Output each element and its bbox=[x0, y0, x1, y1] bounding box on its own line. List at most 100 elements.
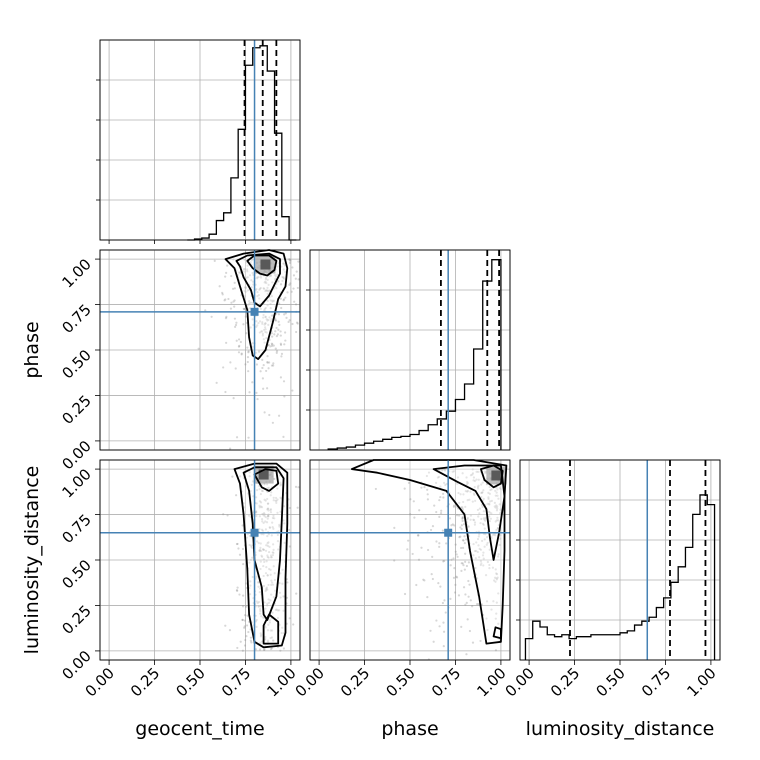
density-phase-vs-geocent-time-point bbox=[286, 291, 289, 294]
density-luminosity-distance-vs-geocent-time-point bbox=[281, 582, 284, 585]
density-luminosity-distance-vs-phase-point bbox=[482, 523, 485, 526]
density-luminosity-distance-vs-phase-point bbox=[472, 542, 475, 546]
density-phase-vs-geocent-time-point bbox=[258, 297, 261, 300]
density-phase-vs-geocent-time-point bbox=[263, 341, 266, 344]
density-luminosity-distance-vs-phase-point bbox=[406, 548, 409, 551]
density-luminosity-distance-vs-phase-point bbox=[478, 547, 481, 551]
density-luminosity-distance-vs-geocent-time-point bbox=[270, 556, 273, 559]
density-luminosity-distance-vs-geocent-time-point bbox=[241, 618, 244, 622]
density-luminosity-distance-vs-geocent-time-point bbox=[264, 549, 268, 552]
density-luminosity-distance-vs-phase-point bbox=[460, 506, 463, 509]
density-luminosity-distance-vs-phase-point bbox=[471, 468, 474, 471]
density-luminosity-distance-vs-phase-point bbox=[490, 535, 493, 538]
density-luminosity-distance-vs-phase-point bbox=[435, 540, 438, 543]
ytick-label-phase-4: 1.00 bbox=[58, 255, 94, 291]
density-phase-vs-geocent-time-point bbox=[266, 360, 269, 364]
density-luminosity-distance-vs-geocent-time-point bbox=[272, 639, 275, 642]
density-luminosity-distance-vs-geocent-time-point bbox=[259, 635, 263, 638]
density-luminosity-distance-vs-phase-point bbox=[440, 469, 444, 472]
density-phase-vs-geocent-time-point bbox=[255, 288, 258, 291]
density-luminosity-distance-vs-phase-point bbox=[484, 472, 487, 475]
density-luminosity-distance-vs-geocent-time-point bbox=[264, 499, 267, 502]
density-luminosity-distance-vs-geocent-time-point bbox=[294, 485, 298, 488]
density-phase-vs-geocent-time-point bbox=[229, 361, 232, 364]
density-luminosity-distance-vs-phase-point bbox=[466, 480, 469, 484]
density-luminosity-distance-vs-phase-point bbox=[458, 501, 461, 504]
density-luminosity-distance-vs-phase-point bbox=[486, 560, 489, 564]
density-luminosity-distance-vs-geocent-time-point bbox=[261, 529, 265, 532]
density-luminosity-distance-vs-phase-point bbox=[418, 509, 421, 512]
density-luminosity-distance-vs-geocent-time-point bbox=[292, 623, 295, 626]
density-phase-vs-geocent-time-point bbox=[262, 387, 265, 390]
density-luminosity-distance-vs-phase-point bbox=[495, 504, 498, 507]
density-phase-vs-geocent-time-point bbox=[225, 315, 228, 318]
density-luminosity-distance-vs-geocent-time-point bbox=[251, 546, 254, 550]
density-luminosity-distance-vs-geocent-time-point bbox=[271, 583, 275, 586]
density-phase-vs-geocent-time-point bbox=[235, 321, 238, 324]
density-luminosity-distance-vs-phase-point bbox=[497, 519, 500, 522]
density-phase-vs-geocent-time-point bbox=[275, 287, 278, 290]
density-luminosity-distance-vs-geocent-time-point bbox=[236, 589, 239, 592]
density-luminosity-distance-vs-phase-point bbox=[480, 562, 483, 565]
density-phase-vs-geocent-time-point bbox=[283, 343, 286, 346]
density-phase-vs-geocent-time-point bbox=[271, 299, 274, 302]
density-phase-vs-geocent-time-point bbox=[282, 298, 286, 301]
density-phase-vs-geocent-time-point bbox=[283, 395, 286, 398]
density-luminosity-distance-vs-phase-point bbox=[436, 476, 440, 479]
density-luminosity-distance-vs-geocent-time-point bbox=[270, 583, 273, 586]
density-luminosity-distance-vs-geocent-time-point bbox=[262, 533, 265, 536]
density-luminosity-distance-vs-geocent-time-point bbox=[276, 616, 280, 620]
density-luminosity-distance-vs-geocent-time-point bbox=[224, 624, 227, 627]
density-phase-vs-geocent-time-point bbox=[224, 317, 228, 320]
density-luminosity-distance-vs-geocent-time-point bbox=[249, 636, 253, 639]
density-luminosity-distance-vs-geocent-time-point bbox=[270, 636, 274, 639]
density-phase-vs-geocent-time-point bbox=[256, 324, 259, 327]
density-luminosity-distance-vs-phase-point bbox=[496, 488, 499, 491]
density-luminosity-distance-vs-phase-point bbox=[478, 507, 481, 510]
density-phase-vs-geocent-time-truth-marker bbox=[250, 307, 259, 316]
density-luminosity-distance-vs-geocent-time-point bbox=[236, 542, 239, 546]
density-phase-vs-geocent-time-point bbox=[280, 352, 284, 355]
density-luminosity-distance-vs-phase-point bbox=[466, 489, 470, 492]
density-luminosity-distance-vs-geocent-time-point bbox=[264, 520, 267, 523]
density-phase-vs-geocent-time-contour-1 bbox=[235, 252, 281, 308]
density-phase-vs-geocent-time-point bbox=[264, 280, 267, 283]
density-luminosity-distance-vs-geocent-time-point bbox=[269, 554, 273, 557]
density-luminosity-distance-vs-geocent-time-point bbox=[241, 649, 244, 652]
density-phase-vs-geocent-time-point bbox=[261, 332, 264, 335]
density-luminosity-distance-vs-geocent-time-contour-2 bbox=[253, 468, 280, 492]
ytick-label-luminosity-distance-3: 0.75 bbox=[58, 511, 94, 547]
density-luminosity-distance-vs-geocent-time-point bbox=[262, 558, 265, 561]
density-luminosity-distance-vs-geocent-time-point bbox=[276, 498, 279, 501]
x-axis-label-phase: phase bbox=[381, 718, 438, 740]
density-luminosity-distance-vs-phase-point bbox=[393, 526, 396, 529]
density-phase-vs-geocent-time-point bbox=[279, 343, 283, 346]
density-luminosity-distance-vs-phase-point bbox=[461, 506, 464, 509]
density-luminosity-distance-vs-geocent-time-point bbox=[255, 496, 258, 499]
density-luminosity-distance-vs-phase-point bbox=[478, 533, 481, 536]
density-luminosity-distance-vs-phase-point bbox=[457, 491, 460, 495]
density-luminosity-distance-vs-phase-point bbox=[482, 557, 485, 560]
density-luminosity-distance-vs-phase-point bbox=[458, 536, 461, 539]
density-phase-vs-geocent-time-point bbox=[261, 366, 264, 370]
density-luminosity-distance-vs-phase-point bbox=[493, 501, 496, 504]
density-phase-vs-geocent-time-point bbox=[297, 260, 300, 263]
density-phase-vs-geocent-time-point bbox=[284, 331, 287, 334]
density-phase-vs-geocent-time-point bbox=[271, 314, 274, 317]
density-luminosity-distance-vs-geocent-time-point bbox=[282, 505, 286, 508]
density-phase-vs-geocent-time-point bbox=[204, 309, 207, 312]
density-luminosity-distance-vs-geocent-time-point bbox=[266, 517, 269, 520]
density-luminosity-distance-vs-phase-point bbox=[445, 482, 448, 486]
density-luminosity-distance-vs-phase-point bbox=[467, 579, 470, 583]
density-luminosity-distance-vs-phase-point bbox=[493, 533, 496, 536]
density-luminosity-distance-vs-phase-point bbox=[435, 510, 438, 514]
density-phase-vs-geocent-time-point bbox=[268, 289, 271, 292]
density-luminosity-distance-vs-phase-point bbox=[481, 554, 485, 557]
density-phase-vs-geocent-time-point bbox=[250, 279, 253, 282]
density-luminosity-distance-vs-phase-point bbox=[461, 517, 464, 520]
density-luminosity-distance-vs-phase-point bbox=[448, 517, 452, 520]
density-luminosity-distance-vs-geocent-time-point bbox=[276, 511, 279, 514]
density-luminosity-distance-vs-phase-point bbox=[481, 522, 485, 525]
density-luminosity-distance-vs-geocent-time-point bbox=[257, 580, 260, 583]
density-luminosity-distance-vs-geocent-time-point bbox=[248, 471, 251, 474]
